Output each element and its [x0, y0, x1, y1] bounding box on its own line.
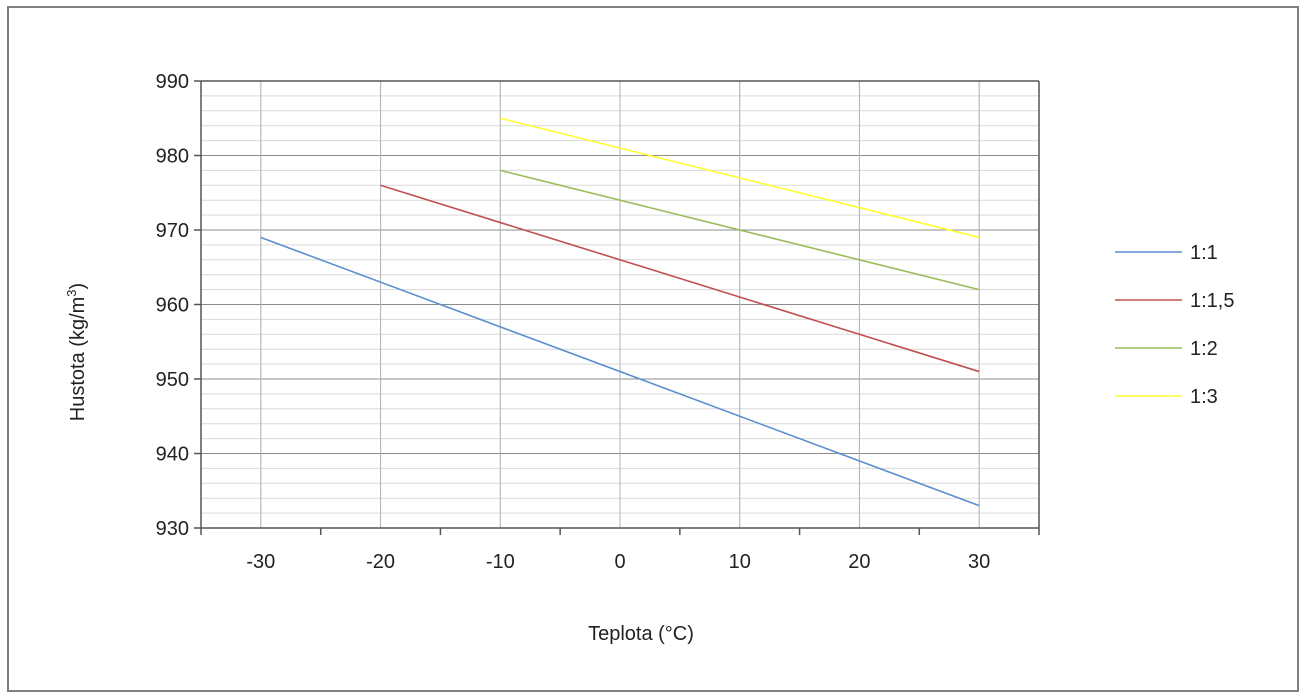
series-line-3 — [500, 169, 980, 291]
x-tick-label: -30 — [246, 551, 275, 573]
x-axis-title: Teplota (°C) — [588, 623, 694, 645]
series-line-2 — [380, 184, 980, 373]
x-tick-label: -20 — [366, 551, 395, 573]
legend-label-3: 1:2 — [1190, 338, 1218, 360]
x-tick-label: 10 — [729, 551, 751, 573]
legend-label-2: 1:1,5 — [1190, 290, 1234, 312]
series-line-4 — [500, 117, 980, 239]
y-tick-label: 970 — [156, 220, 189, 242]
x-tick-label: 30 — [968, 551, 990, 573]
y-tick-label: 980 — [156, 146, 189, 168]
y-axis-title: Hustota (kg/m3) — [64, 283, 89, 421]
y-axis-title-main: Hustota (kg/m — [67, 297, 89, 421]
x-tick-label: -10 — [486, 551, 515, 573]
legend: 1:1 1:1,5 1:2 1:3 — [1115, 242, 1234, 408]
y-tick-label: 990 — [156, 71, 189, 93]
legend-label-1: 1:1 — [1190, 242, 1218, 264]
x-tick-label: 20 — [848, 551, 870, 573]
axes — [194, 80, 1040, 535]
x-tick-label: 0 — [614, 551, 625, 573]
y-axis-title-sup: 3 — [64, 289, 79, 296]
tick-labels: 930 940 950 960 970 980 990 -30 -20 -10 0 10 20 30 — [156, 71, 991, 573]
y-tick-label: 940 — [156, 444, 189, 466]
legend-label-4: 1:3 — [1190, 386, 1218, 408]
y-tick-label: 960 — [156, 295, 189, 317]
series-lines — [260, 117, 980, 507]
series-line-1 — [260, 236, 980, 507]
y-tick-label: 950 — [156, 369, 189, 391]
y-tick-label: 930 — [156, 518, 189, 540]
y-axis-title-close: ) — [67, 283, 89, 290]
